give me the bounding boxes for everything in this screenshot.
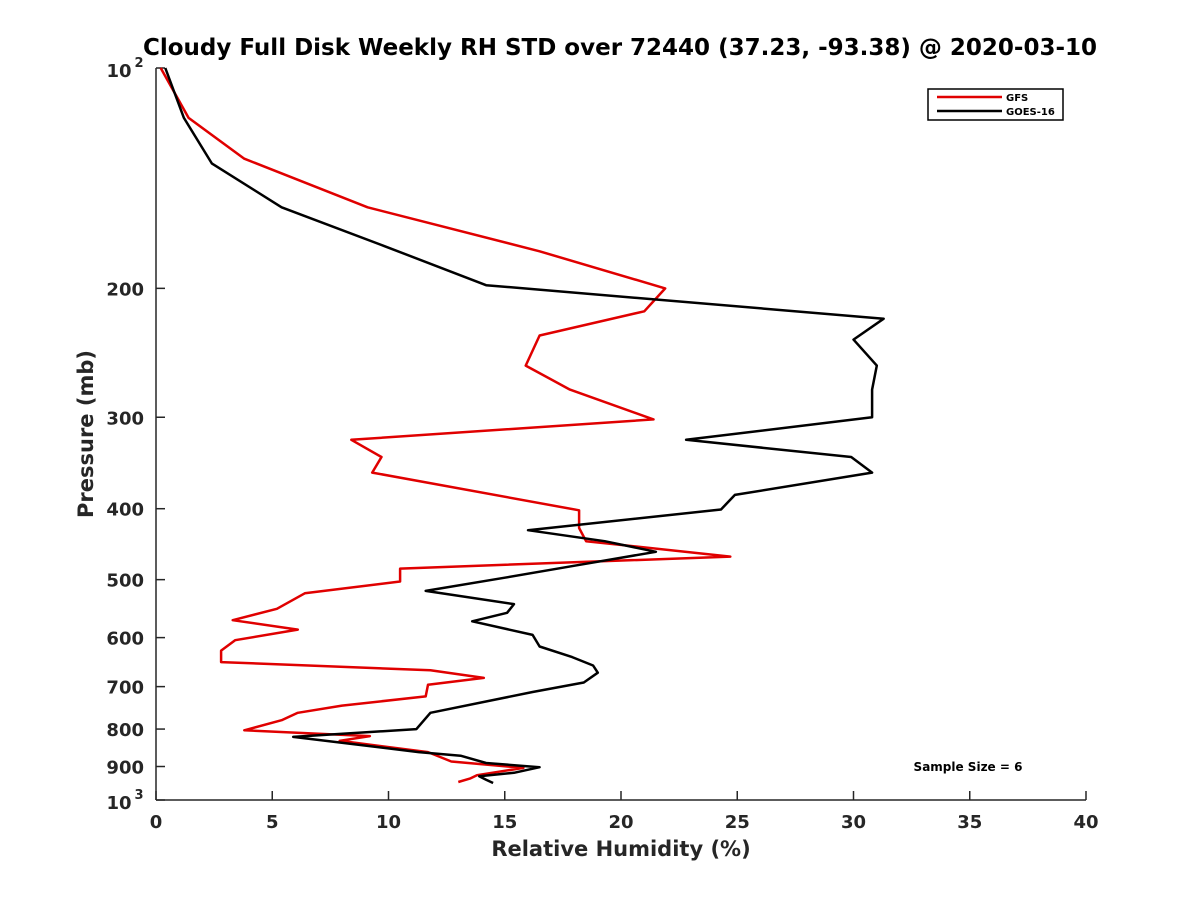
sample-size-annotation: Sample Size = 6 <box>914 760 1023 774</box>
y-tick-label: 800 <box>106 720 144 741</box>
x-axis-label: Relative Humidity (%) <box>491 837 750 861</box>
x-tick-label: 20 <box>608 812 633 833</box>
y-tick-exponent: 3 <box>134 788 143 803</box>
x-tick-label: 0 <box>150 812 163 833</box>
y-tick-label: 300 <box>106 408 144 429</box>
x-tick-label: 35 <box>957 812 982 833</box>
y-tick-label: 500 <box>106 571 144 592</box>
x-ticks: 0 5 10 15 20 25 30 35 40 <box>150 791 1099 833</box>
x-tick-label: 25 <box>725 812 750 833</box>
y-tick-label: 10 <box>106 61 131 82</box>
y-tick-label: 600 <box>106 629 144 650</box>
legend-label-goes16: GOES-16 <box>1006 107 1055 118</box>
legend-box <box>927 88 1064 121</box>
y-tick-label: 10 <box>106 793 131 814</box>
legend: GFS GOES-16 <box>927 88 1064 121</box>
y-tick-label: 700 <box>106 678 144 699</box>
series-line-goes16 <box>164 67 885 785</box>
x-tick-label: 10 <box>376 812 401 833</box>
x-tick-label: 30 <box>841 812 866 833</box>
chart-title: Cloudy Full Disk Weekly RH STD over 7244… <box>143 35 1097 61</box>
x-tick-label: 15 <box>492 812 517 833</box>
y-tick-exponent: 2 <box>134 56 143 71</box>
y-tick-label: 400 <box>106 500 144 521</box>
series-lines <box>159 67 885 785</box>
x-tick-label: 40 <box>1073 812 1098 833</box>
x-tick-label: 5 <box>266 812 279 833</box>
y-axis-label: Pressure (mb) <box>74 350 98 518</box>
legend-label-gfs: GFS <box>1006 93 1028 104</box>
y-tick-label: 900 <box>106 758 144 779</box>
series-line-gfs <box>159 67 732 784</box>
y-tick-label: 200 <box>106 279 144 300</box>
